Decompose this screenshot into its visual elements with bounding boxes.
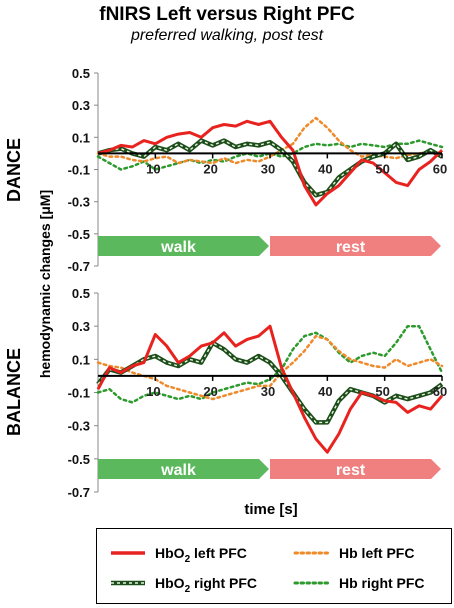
y-tick-label: -0.7	[68, 485, 90, 500]
legend-entry-hb_left: Hb left PFC	[293, 545, 414, 561]
series-line-hbo2_left	[96, 324, 444, 454]
panel-label: BALANCE	[4, 348, 24, 436]
x-tick-label: 30	[261, 384, 275, 399]
y-tick-label: 0.5	[72, 286, 90, 301]
x-tick-label: 20	[203, 384, 217, 399]
chart-title: fNIRS Left versus Right PFC	[99, 4, 355, 25]
x-tick-label: 10	[146, 384, 160, 399]
legend-label-hb_left: Hb left PFC	[339, 545, 414, 561]
y-tick-label: 0.5	[72, 66, 90, 81]
x-tick-label: 30	[261, 161, 275, 176]
y-tick-label: -0.3	[68, 419, 90, 434]
x-tick-label: 40	[318, 161, 332, 176]
x-tick-label: 50	[375, 384, 389, 399]
series-line-hbo2_left	[97, 119, 444, 207]
y-tick-label: -0.3	[68, 195, 90, 210]
chart-panel-dance: 0.5 0.3 0.1 -0.1 -0.3 -0.5 -0.7 walk rest 10 20 30 4…	[4, 66, 447, 274]
y-tick-label: -0.5	[68, 452, 90, 467]
legend-label-hbo2_left: HbO2 left PFC	[155, 545, 247, 565]
y-tick-label: -0.7	[68, 259, 90, 274]
x-tick-label: 40	[318, 384, 332, 399]
x-tick-label: 60	[433, 384, 447, 399]
y-tick-label: 0.3	[72, 319, 90, 334]
phase-arrow-rest	[270, 459, 441, 479]
x-tick-label: 10	[146, 161, 160, 176]
x-tick-label: 50	[375, 161, 389, 176]
phase-label-walk: walk	[160, 239, 196, 256]
y-tick-label: 0.3	[72, 98, 90, 113]
legend-label-hbo2_right: HbO2 right PFC	[155, 575, 257, 595]
phase-label-rest: rest	[336, 462, 366, 479]
phase-arrow-walk	[98, 459, 269, 479]
y-tick-label: -0.1	[68, 163, 90, 178]
legend-label-hb_right: Hb right PFC	[339, 575, 425, 591]
phase-label-walk: walk	[160, 462, 196, 479]
y-tick-label: 0.1	[72, 130, 90, 145]
phase-label-rest: rest	[336, 239, 366, 256]
legend-entry-hbo2_left: HbO2 left PFC	[111, 545, 247, 565]
y-tick-label: 0.1	[72, 352, 90, 367]
legend: HbO2 left PFC Hb left PFC HbO2 right PFC Hb…	[96, 528, 452, 604]
legend-entry-hbo2_right: HbO2 right PFC	[111, 575, 257, 595]
phase-arrow-rest	[270, 236, 441, 256]
y-tick-label: -0.5	[68, 227, 90, 242]
x-tick-label: 20	[203, 161, 217, 176]
phase-arrow-walk	[98, 236, 269, 256]
series-line-hb_right	[96, 139, 444, 171]
series-line-hbo2_right	[97, 342, 443, 424]
y-axis-label: hemodynamic changes [μM]	[37, 190, 53, 378]
legend-entry-hb_right: Hb right PFC	[293, 575, 425, 591]
legend-canvas: HbO2 left PFC Hb left PFC HbO2 right PFC Hb…	[111, 545, 425, 595]
panel-label: DANCE	[4, 138, 24, 202]
x-axis-label: time [s]	[244, 501, 297, 518]
series-line-hbo2_right-outline	[96, 340, 444, 425]
y-tick-label: -0.1	[68, 386, 90, 401]
x-tick-label: 60	[433, 161, 447, 176]
chart-panel-balance: 0.5 0.3 0.1 -0.1 -0.3 -0.5 -0.7 walk rest 10 20 30 4…	[4, 286, 447, 500]
chart-subtitle: preferred walking, post test	[130, 27, 324, 44]
